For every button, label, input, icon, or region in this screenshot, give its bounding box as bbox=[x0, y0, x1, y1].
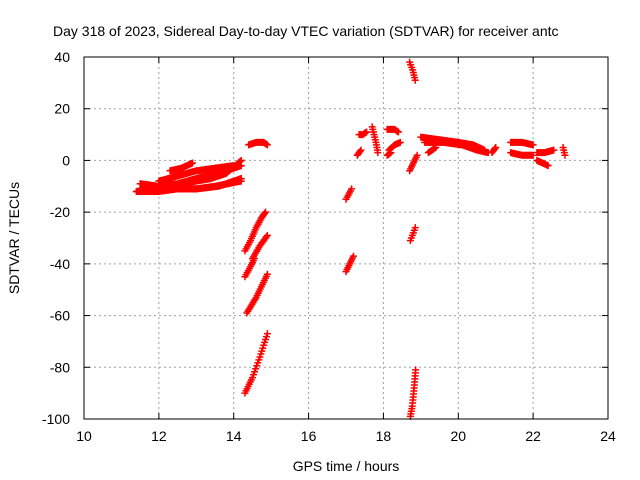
series-arc-e1 bbox=[406, 58, 419, 84]
x-tick-label: 18 bbox=[376, 428, 392, 444]
x-tick-label: 20 bbox=[450, 428, 466, 444]
plus-marker bbox=[356, 147, 364, 155]
plus-marker bbox=[349, 252, 357, 260]
plus-marker bbox=[529, 141, 537, 149]
plus-marker bbox=[363, 128, 371, 136]
chart-title: Day 318 of 2023, Sidereal Day-to-day VTE… bbox=[53, 23, 559, 39]
x-axis-title: GPS time / hours bbox=[293, 458, 400, 474]
plus-marker bbox=[189, 159, 197, 167]
plus-marker bbox=[374, 149, 382, 157]
x-tick-label: 24 bbox=[600, 428, 616, 444]
x-tick-label: 10 bbox=[76, 428, 92, 444]
x-tick-label: 22 bbox=[525, 428, 541, 444]
series-arc-e3 bbox=[406, 224, 419, 245]
plus-marker bbox=[262, 233, 270, 241]
y-tick-label: -40 bbox=[50, 256, 70, 272]
series-arc-d6 bbox=[383, 149, 395, 159]
plus-marker bbox=[387, 149, 395, 157]
grid-lines bbox=[84, 57, 608, 419]
series-arc-g1 bbox=[533, 146, 558, 157]
y-tick-label: 20 bbox=[54, 101, 70, 117]
series-arc-b5 bbox=[243, 270, 271, 317]
series-arc-g3 bbox=[559, 144, 569, 159]
plus-marker bbox=[263, 330, 271, 338]
series-arc-a5 bbox=[132, 175, 245, 195]
plus-marker bbox=[357, 146, 365, 154]
y-tick-label: -80 bbox=[50, 359, 70, 375]
series-arc-d4 bbox=[383, 125, 402, 136]
series-arc-f3 bbox=[424, 144, 440, 157]
plus-marker bbox=[263, 141, 271, 149]
series-arc-b1 bbox=[245, 138, 271, 149]
plot-frame bbox=[83, 56, 609, 420]
series-arc-f2 bbox=[421, 138, 492, 157]
plus-marker bbox=[263, 270, 271, 278]
plus-marker bbox=[237, 162, 245, 170]
y-tick-label: -20 bbox=[50, 204, 70, 220]
plus-marker bbox=[544, 162, 552, 170]
plus-marker bbox=[262, 208, 270, 216]
plus-marker bbox=[413, 151, 421, 159]
plus-marker bbox=[529, 151, 537, 159]
plus-marker bbox=[412, 366, 420, 374]
series-arc-f6 bbox=[507, 149, 537, 159]
plus-marker bbox=[396, 138, 404, 146]
y-tick-labels: -100 -80 -60 -40 -20 0 20 40 bbox=[42, 49, 70, 427]
series-arc-e2 bbox=[406, 151, 421, 175]
plus-marker bbox=[237, 175, 245, 183]
series-arc-e4 bbox=[406, 366, 420, 420]
y-tick-label: -60 bbox=[50, 308, 70, 324]
series-arc-a4 bbox=[155, 162, 238, 185]
plus-marker bbox=[411, 224, 419, 232]
x-tick-label: 12 bbox=[151, 428, 167, 444]
series-arc-g2 bbox=[533, 156, 552, 170]
plus-marker bbox=[492, 144, 500, 151]
plus-marker bbox=[411, 76, 419, 84]
series-arc-c2 bbox=[342, 252, 357, 276]
series-arc-f4 bbox=[488, 144, 500, 157]
y-tick-label: -100 bbox=[42, 411, 70, 427]
plus-marker bbox=[491, 145, 499, 153]
plus-marker bbox=[261, 209, 269, 217]
series-arc-d2 bbox=[353, 146, 365, 159]
y-axis-title: SDTVAR / TECUs bbox=[6, 182, 22, 294]
series-arc-f5 bbox=[507, 138, 537, 149]
data-marks bbox=[132, 58, 569, 420]
y-tick-label: 0 bbox=[62, 152, 70, 168]
plus-marker bbox=[561, 151, 569, 159]
plus-marker bbox=[432, 144, 440, 151]
plus-marker bbox=[550, 146, 558, 154]
x-tick-labels: 10 12 14 16 18 20 22 24 bbox=[76, 428, 616, 444]
series-arc-b2 bbox=[241, 208, 270, 255]
series-arc-c1 bbox=[342, 185, 356, 203]
axis-ticks bbox=[83, 56, 609, 420]
series-arc-d1 bbox=[355, 128, 371, 139]
x-tick-label: 16 bbox=[301, 428, 317, 444]
x-tick-label: 14 bbox=[226, 428, 242, 444]
plus-marker bbox=[394, 128, 402, 136]
y-tick-label: 40 bbox=[54, 49, 70, 65]
series-arc-b6 bbox=[241, 330, 271, 397]
plus-marker bbox=[230, 162, 238, 170]
series-arc-b4 bbox=[248, 231, 271, 263]
series-arc-b3 bbox=[241, 255, 258, 281]
plus-marker bbox=[348, 185, 356, 193]
plus-marker bbox=[263, 231, 271, 239]
series-arc-a6 bbox=[166, 159, 197, 175]
series-arc-d3 bbox=[368, 123, 382, 157]
